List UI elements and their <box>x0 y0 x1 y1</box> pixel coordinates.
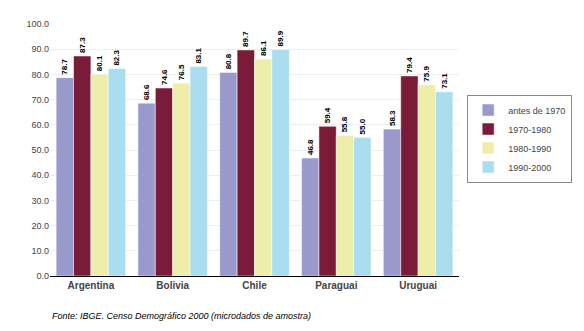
svg-text:74.6: 74.6 <box>160 69 169 85</box>
svg-text:86.1: 86.1 <box>259 40 268 56</box>
svg-text:Paraguai: Paraguai <box>315 280 357 291</box>
svg-text:78.7: 78.7 <box>60 59 69 75</box>
svg-text:Bolivia: Bolivia <box>156 280 189 291</box>
svg-text:55.0: 55.0 <box>358 118 367 134</box>
svg-text:80.1: 80.1 <box>95 55 104 71</box>
svg-text:82.3: 82.3 <box>112 49 121 65</box>
svg-text:55.8: 55.8 <box>340 116 349 132</box>
svg-text:58.3: 58.3 <box>388 110 397 126</box>
svg-text:10.0: 10.0 <box>31 246 49 256</box>
svg-text:89.7: 89.7 <box>241 31 250 47</box>
svg-text:76.5: 76.5 <box>177 64 186 80</box>
svg-text:46.8: 46.8 <box>306 139 315 155</box>
svg-text:Argentina: Argentina <box>68 280 115 291</box>
svg-text:89.9: 89.9 <box>276 30 285 46</box>
svg-text:83.1: 83.1 <box>194 47 203 63</box>
svg-text:73.1: 73.1 <box>440 73 449 89</box>
svg-text:1980-1990: 1980-1990 <box>508 144 551 154</box>
svg-text:79.4: 79.4 <box>405 57 414 73</box>
svg-text:100.0: 100.0 <box>26 19 49 29</box>
svg-text:antes de 1970: antes de 1970 <box>508 106 565 116</box>
svg-text:1990-2000: 1990-2000 <box>508 163 551 173</box>
svg-text:80.0: 80.0 <box>31 70 49 80</box>
svg-text:90.0: 90.0 <box>31 44 49 54</box>
svg-text:Uruguai: Uruguai <box>399 280 437 291</box>
svg-text:30.0: 30.0 <box>31 196 49 206</box>
svg-text:87.3: 87.3 <box>78 37 87 53</box>
svg-text:Chile: Chile <box>242 280 267 291</box>
svg-text:80.8: 80.8 <box>224 53 233 69</box>
svg-text:59.4: 59.4 <box>323 107 332 123</box>
svg-text:68.6: 68.6 <box>142 84 151 100</box>
svg-text:40.0: 40.0 <box>31 170 49 180</box>
svg-text:Fonte: IBGE. Censo Demográfico: Fonte: IBGE. Censo Demográfico 2000 (mic… <box>52 311 311 321</box>
svg-text:75.9: 75.9 <box>422 66 431 82</box>
svg-text:70.0: 70.0 <box>31 95 49 105</box>
svg-text:1970-1980: 1970-1980 <box>508 125 551 135</box>
svg-text:50.0: 50.0 <box>31 145 49 155</box>
svg-text:60.0: 60.0 <box>31 120 49 130</box>
svg-text:0.0: 0.0 <box>36 271 49 281</box>
svg-text:20.0: 20.0 <box>31 221 49 231</box>
